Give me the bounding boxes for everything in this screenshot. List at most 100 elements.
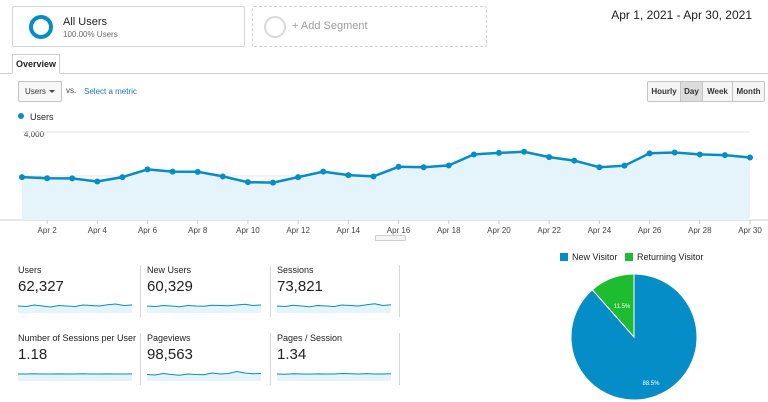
data-point-apr-26[interactable] — [646, 150, 653, 157]
x-tick-label: Apr 4 — [88, 226, 108, 235]
metric-tile-sessions-per-user[interactable]: Number of Sessions per User 1.18 — [18, 333, 136, 389]
metric-label: Pageviews — [147, 333, 191, 343]
metric-label: Pages / Session — [277, 333, 343, 343]
granularity-week-button[interactable]: Week — [703, 82, 733, 101]
x-tick-label: Apr 24 — [588, 226, 612, 235]
metric-sparkline — [18, 373, 132, 381]
metric-dropdown[interactable]: Users — [18, 81, 62, 102]
tile-divider — [270, 333, 271, 385]
metric-sparkline — [147, 303, 261, 313]
tab-overview[interactable]: Overview — [12, 54, 60, 74]
metric-value: 73,821 — [277, 278, 323, 295]
x-tick-label: Apr 6 — [138, 226, 158, 235]
pie-legend-new-visitor: New Visitor — [560, 252, 617, 262]
metric-sparkline — [277, 372, 391, 381]
data-point-apr-17[interactable] — [420, 164, 427, 171]
pie-slice-label: 11.5% — [614, 304, 631, 310]
x-tick-label: Apr 10 — [236, 226, 260, 235]
x-tick-label: Apr 16 — [387, 226, 411, 235]
x-tick-label: Apr 12 — [286, 226, 310, 235]
pie-legend-label: New Visitor — [572, 252, 618, 262]
metric-sparkline — [18, 303, 132, 313]
visitor-pie-chart: 88.5% 11.5% — [570, 273, 698, 401]
data-point-apr-23[interactable] — [571, 157, 578, 164]
data-point-apr-29[interactable] — [721, 152, 728, 159]
y-tick-label: 4,000 — [24, 130, 45, 139]
x-tick-label: Apr 30 — [738, 226, 762, 235]
data-point-apr-7[interactable] — [169, 168, 176, 175]
legend-swatch-icon — [560, 253, 568, 261]
data-point-apr-5[interactable] — [119, 174, 126, 181]
pie-slice-returning-visitor[interactable] — [591, 273, 635, 339]
users-area-fill — [22, 151, 750, 220]
empty-segment-circle-icon — [264, 16, 286, 38]
segment-circle-icon — [29, 15, 53, 39]
data-point-apr-1[interactable] — [19, 174, 25, 181]
metric-value: 62,327 — [18, 278, 64, 295]
pie-slice-label: 88.5% — [642, 381, 660, 387]
tile-divider — [140, 333, 141, 385]
metric-tile-users[interactable]: Users 62,327 — [18, 265, 136, 321]
segment-subtitle: 100.00% Users — [63, 30, 118, 39]
x-tick-label: Apr 18 — [437, 226, 461, 235]
data-point-apr-27[interactable] — [671, 149, 678, 156]
data-point-apr-6[interactable] — [144, 166, 151, 173]
granularity-hourly-button[interactable]: Hourly — [648, 82, 681, 101]
metric-label: Users — [18, 265, 42, 275]
metric-sparkline — [147, 370, 261, 381]
metric-value: 60,329 — [147, 278, 193, 295]
data-point-apr-24[interactable] — [596, 164, 603, 171]
date-range-picker[interactable]: Apr 1, 2021 - Apr 30, 2021 — [611, 8, 752, 22]
data-point-apr-21[interactable] — [521, 148, 528, 155]
tile-divider — [399, 333, 400, 385]
data-point-apr-8[interactable] — [194, 168, 201, 175]
data-point-apr-13[interactable] — [320, 168, 327, 175]
legend-dot-icon — [18, 113, 24, 119]
data-point-apr-28[interactable] — [696, 151, 703, 158]
data-point-apr-12[interactable] — [295, 174, 302, 181]
granularity-toggle: Hourly Day Week Month — [647, 81, 765, 102]
data-point-apr-18[interactable] — [445, 162, 452, 169]
select-metric-link[interactable]: Select a metric — [84, 87, 137, 96]
data-point-apr-10[interactable] — [244, 179, 251, 186]
tile-divider — [399, 265, 400, 317]
data-point-apr-2[interactable] — [44, 175, 51, 182]
data-point-apr-22[interactable] — [546, 154, 553, 161]
data-point-apr-19[interactable] — [470, 151, 477, 158]
data-point-apr-9[interactable] — [219, 173, 226, 180]
tile-divider — [270, 265, 271, 317]
data-point-apr-25[interactable] — [621, 162, 628, 169]
data-point-apr-20[interactable] — [495, 149, 502, 156]
x-tick-label: Apr 28 — [688, 226, 712, 235]
x-tick-label: Apr 8 — [188, 226, 208, 235]
tile-divider — [140, 265, 141, 317]
x-tick-label: Apr 14 — [337, 226, 361, 235]
pie-legend-returning-visitor: Returning Visitor — [625, 252, 703, 262]
x-tick-label: Apr 20 — [487, 226, 511, 235]
data-point-apr-4[interactable] — [94, 178, 101, 185]
granularity-day-button[interactable]: Day — [681, 82, 703, 101]
data-point-apr-30[interactable] — [747, 154, 753, 161]
x-tick-label: Apr 26 — [638, 226, 662, 235]
legend-users-label: Users — [30, 112, 54, 122]
add-segment-label: + Add Segment — [292, 20, 368, 32]
metric-tile-sessions[interactable]: Sessions 73,821 — [277, 265, 395, 321]
metric-tile-pageviews[interactable]: Pageviews 98,563 — [147, 333, 265, 389]
metric-label: Sessions — [277, 265, 314, 275]
granularity-month-button[interactable]: Month — [733, 82, 764, 101]
data-point-apr-14[interactable] — [345, 172, 352, 179]
metric-tile-new-users[interactable]: New Users 60,329 — [147, 265, 265, 321]
data-point-apr-16[interactable] — [395, 163, 402, 170]
metric-label: Number of Sessions per User — [18, 333, 137, 343]
data-point-apr-15[interactable] — [370, 173, 377, 180]
metric-sparkline — [277, 303, 391, 313]
legend-swatch-icon — [625, 253, 633, 261]
metric-dropdown-value: Users — [25, 87, 46, 96]
segment-all-users[interactable]: All Users 100.00% Users — [12, 6, 245, 47]
data-point-apr-11[interactable] — [270, 179, 277, 186]
metric-tile-pages-per-session[interactable]: Pages / Session 1.34 — [277, 333, 395, 389]
chart-resize-handle[interactable] — [375, 235, 406, 241]
add-segment-button[interactable]: + Add Segment — [252, 6, 487, 47]
chart-legend: Users — [18, 112, 54, 122]
data-point-apr-3[interactable] — [69, 175, 76, 182]
